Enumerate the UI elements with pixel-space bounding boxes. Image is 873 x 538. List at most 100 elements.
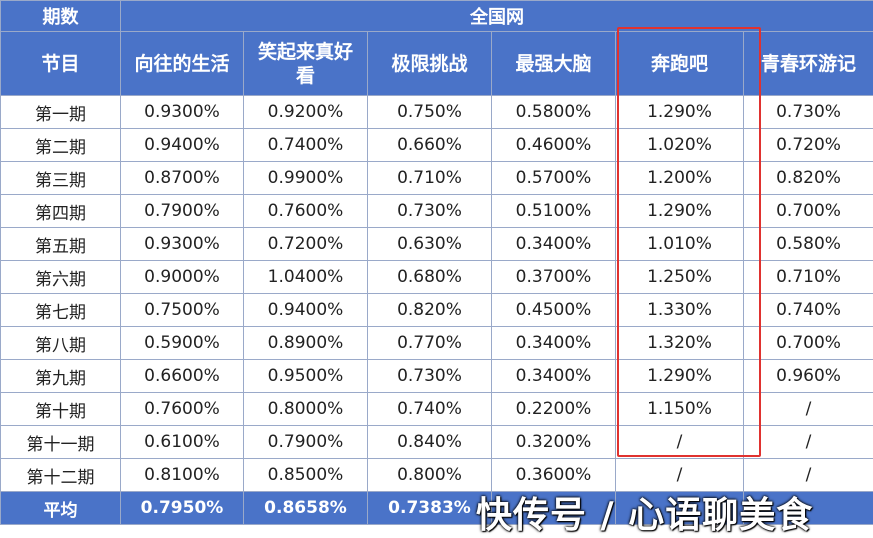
- rating-cell: /: [616, 426, 744, 459]
- rating-cell: 0.730%: [368, 360, 492, 393]
- rating-cell: 0.3400%: [492, 360, 616, 393]
- rating-cell: 0.9900%: [244, 162, 368, 195]
- episode-label: 第八期: [1, 327, 121, 360]
- rating-cell: 0.770%: [368, 327, 492, 360]
- rating-cell: 1.020%: [616, 129, 744, 162]
- rating-cell: 0.9000%: [121, 261, 244, 294]
- rating-cell: /: [744, 426, 873, 459]
- rating-cell: 0.820%: [368, 294, 492, 327]
- rating-cell: 0.660%: [368, 129, 492, 162]
- rating-cell: 0.8900%: [244, 327, 368, 360]
- rating-cell: 0.8100%: [121, 459, 244, 492]
- rating-cell: 0.9400%: [244, 294, 368, 327]
- header-show: 最强大脑: [492, 32, 616, 96]
- rating-cell: 0.8700%: [121, 162, 244, 195]
- rating-cell: 0.5700%: [492, 162, 616, 195]
- rating-cell: 0.5900%: [121, 327, 244, 360]
- episode-label: 第七期: [1, 294, 121, 327]
- rating-cell: 0.9500%: [244, 360, 368, 393]
- rating-cell: 0.2200%: [492, 393, 616, 426]
- episode-label: 第三期: [1, 162, 121, 195]
- header-group-national: 全国网: [121, 1, 873, 32]
- episode-label: 第十一期: [1, 426, 121, 459]
- rating-cell: 0.8000%: [244, 393, 368, 426]
- average-label: 平均: [1, 492, 121, 525]
- header-show: 笑起来真好看: [244, 32, 368, 96]
- rating-cell: 0.6100%: [121, 426, 244, 459]
- rating-cell: 0.3400%: [492, 228, 616, 261]
- rating-cell: 0.7600%: [244, 195, 368, 228]
- header-program: 节目: [1, 32, 121, 96]
- rating-cell: 0.7600%: [121, 393, 244, 426]
- episode-label: 第九期: [1, 360, 121, 393]
- rating-cell: 0.7900%: [121, 195, 244, 228]
- rating-cell: 0.4500%: [492, 294, 616, 327]
- average-cell: 0.7383%: [368, 492, 492, 525]
- header-show: 向往的生活: [121, 32, 244, 96]
- rating-cell: 1.0400%: [244, 261, 368, 294]
- episode-label: 第一期: [1, 96, 121, 129]
- episode-label: 第五期: [1, 228, 121, 261]
- rating-cell: 0.9300%: [121, 228, 244, 261]
- rating-cell: 0.700%: [744, 327, 873, 360]
- rating-cell: 0.740%: [368, 393, 492, 426]
- rating-cell: 0.730%: [368, 195, 492, 228]
- header-show: 极限挑战: [368, 32, 492, 96]
- rating-cell: 1.290%: [616, 195, 744, 228]
- rating-cell: 0.7200%: [244, 228, 368, 261]
- rating-cell: 1.010%: [616, 228, 744, 261]
- rating-cell: 0.8500%: [244, 459, 368, 492]
- episode-label: 第四期: [1, 195, 121, 228]
- header-show: 青春环游记: [744, 32, 873, 96]
- rating-cell: 0.3700%: [492, 261, 616, 294]
- average-cell: 0.8658%: [244, 492, 368, 525]
- rating-cell: 0.750%: [368, 96, 492, 129]
- rating-cell: 0.4600%: [492, 129, 616, 162]
- episode-label: 第十期: [1, 393, 121, 426]
- episode-label: 第十二期: [1, 459, 121, 492]
- rating-cell: 0.630%: [368, 228, 492, 261]
- rating-cell: 1.290%: [616, 96, 744, 129]
- rating-cell: 1.150%: [616, 393, 744, 426]
- episode-label: 第六期: [1, 261, 121, 294]
- rating-cell: 0.5800%: [492, 96, 616, 129]
- rating-cell: 1.200%: [616, 162, 744, 195]
- rating-cell: 1.330%: [616, 294, 744, 327]
- rating-cell: 0.9200%: [244, 96, 368, 129]
- rating-cell: 1.290%: [616, 360, 744, 393]
- rating-cell: 0.7500%: [121, 294, 244, 327]
- header-row-main: 节目 向往的生活 笑起来真好看 极限挑战 最强大脑 奔跑吧 青春环游记: [1, 32, 873, 96]
- watermark-text: 快传号 / 心语聊美食: [476, 486, 813, 538]
- header-period: 期数: [1, 1, 121, 32]
- rating-cell: 0.740%: [744, 294, 873, 327]
- rating-cell: 0.3200%: [492, 426, 616, 459]
- rating-cell: 0.800%: [368, 459, 492, 492]
- rating-cell: 0.960%: [744, 360, 873, 393]
- rating-cell: 0.580%: [744, 228, 873, 261]
- rating-cell: 0.7400%: [244, 129, 368, 162]
- rating-cell: /: [744, 393, 873, 426]
- rating-cell: 0.820%: [744, 162, 873, 195]
- ratings-table: 期数 全国网 节目 向往的生活 笑起来真好看 极限挑战 最强大脑 奔跑吧 青春环…: [0, 0, 873, 525]
- rating-cell: 0.730%: [744, 96, 873, 129]
- rating-cell: 0.3400%: [492, 327, 616, 360]
- average-cell: 0.7950%: [121, 492, 244, 525]
- header-show: 奔跑吧: [616, 32, 744, 96]
- rating-cell: 0.710%: [744, 261, 873, 294]
- rating-cell: 0.7900%: [244, 426, 368, 459]
- header-row-top: 期数 全国网: [1, 1, 873, 32]
- rating-cell: 0.840%: [368, 426, 492, 459]
- rating-cell: 0.9400%: [121, 129, 244, 162]
- rating-cell: 0.5100%: [492, 195, 616, 228]
